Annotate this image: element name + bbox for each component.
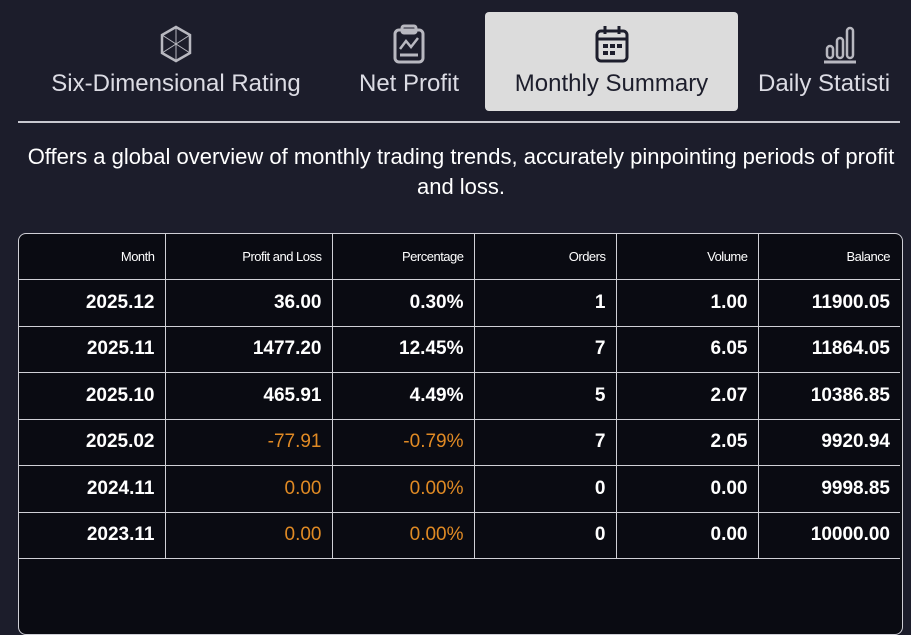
- cell-month: 2023.11: [19, 511, 166, 559]
- cell-profit-and-loss: 465.91: [164, 372, 333, 420]
- cell-orders: 0: [473, 465, 617, 513]
- hexagon-icon: [160, 25, 192, 63]
- monthly-summary-table: Month Profit and Loss Percentage Orders Volu…: [18, 233, 903, 635]
- cell-volume: 6.05: [615, 325, 759, 373]
- calendar-icon: [595, 26, 628, 63]
- cell-profit-and-loss: 1477.20: [164, 325, 333, 373]
- tab-bar: Six-Dimensional Rating Net Profit Monthl…: [0, 12, 911, 112]
- cell-percentage: 12.45%: [331, 325, 475, 373]
- table-row: 2025.10 465.91 4.49% 5 2.07 10386.85: [19, 372, 900, 420]
- cell-volume: 2.07: [615, 372, 759, 420]
- cell-orders: 0: [473, 511, 617, 559]
- tab-monthly-summary[interactable]: Monthly Summary: [485, 12, 738, 111]
- tab-daily-statistics[interactable]: Daily Statisti: [758, 12, 911, 111]
- cell-percentage: 0.00%: [331, 511, 475, 559]
- tab-label: Six-Dimensional Rating: [51, 70, 301, 97]
- cell-balance: 11900.05: [757, 279, 900, 327]
- cell-month: 2025.12: [19, 279, 166, 327]
- header-balance: Balance: [757, 234, 900, 280]
- cell-profit-and-loss: 0.00: [164, 465, 333, 513]
- cell-month: 2024.11: [19, 465, 166, 513]
- tab-label: Daily Statisti: [758, 70, 891, 97]
- cell-percentage: -0.79%: [331, 418, 475, 466]
- cell-orders: 1: [473, 279, 617, 327]
- cell-orders: 7: [473, 418, 617, 466]
- cell-balance: 9998.85: [757, 465, 900, 513]
- header-profit-and-loss: Profit and Loss: [164, 234, 333, 280]
- cell-balance: 11864.05: [757, 325, 900, 373]
- clipboard-chart-icon: [393, 24, 425, 64]
- cell-percentage: 4.49%: [331, 372, 475, 420]
- cell-orders: 7: [473, 325, 617, 373]
- divider: [18, 121, 900, 123]
- cell-profit-and-loss: -77.91: [164, 418, 333, 466]
- header-month: Month: [19, 234, 166, 280]
- table-row: 2023.11 0.00 0.00% 0 0.00 10000.00: [19, 511, 900, 559]
- cell-percentage: 0.30%: [331, 279, 475, 327]
- cell-profit-and-loss: 0.00: [164, 511, 333, 559]
- cell-orders: 5: [473, 372, 617, 420]
- table-header: Month Profit and Loss Percentage Orders Volu…: [19, 234, 900, 280]
- cell-volume: 0.00: [615, 465, 759, 513]
- description: Offers a global overview of monthly trad…: [27, 144, 895, 199]
- cell-month: 2025.11: [19, 325, 166, 373]
- cell-balance: 9920.94: [757, 418, 900, 466]
- table-row: 2025.11 1477.20 12.45% 7 6.05 11864.05: [19, 325, 900, 373]
- header-orders: Orders: [473, 234, 617, 280]
- tab-net-profit[interactable]: Net Profit: [344, 12, 474, 111]
- bar-chart-icon: [824, 26, 856, 64]
- table-row: 2024.11 0.00 0.00% 0 0.00 9998.85: [19, 465, 900, 513]
- cell-balance: 10000.00: [757, 511, 900, 559]
- cell-month: 2025.10: [19, 372, 166, 420]
- tab-label: Net Profit: [358, 70, 460, 97]
- header-percentage: Percentage: [331, 234, 475, 280]
- cell-percentage: 0.00%: [331, 465, 475, 513]
- cell-volume: 2.05: [615, 418, 759, 466]
- cell-volume: 1.00: [615, 279, 759, 327]
- cell-profit-and-loss: 36.00: [164, 279, 333, 327]
- tab-six-dimensional-rating[interactable]: Six-Dimensional Rating: [30, 12, 322, 111]
- table-row: 2025.12 36.00 0.30% 1 1.00 11900.05: [19, 279, 900, 327]
- table-row: 2025.02 -77.91 -0.79% 7 2.05 9920.94: [19, 418, 900, 466]
- cell-balance: 10386.85: [757, 372, 900, 420]
- header-volume: Volume: [615, 234, 759, 280]
- cell-month: 2025.02: [19, 418, 166, 466]
- tab-label: Monthly Summary: [514, 70, 709, 97]
- cell-volume: 0.00: [615, 511, 759, 559]
